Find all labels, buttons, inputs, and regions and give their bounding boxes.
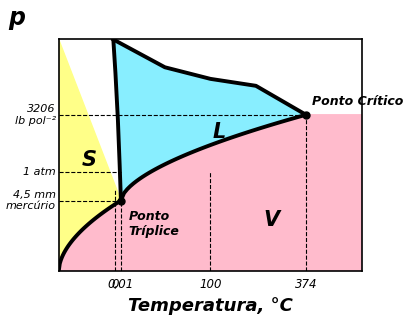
Text: 374: 374: [295, 278, 317, 291]
Polygon shape: [59, 40, 121, 271]
Text: L: L: [213, 122, 226, 142]
Text: S: S: [81, 150, 96, 170]
Text: 0,01: 0,01: [108, 278, 134, 291]
Text: Ponto Crítico: Ponto Crítico: [312, 95, 403, 108]
Text: 0: 0: [111, 278, 118, 291]
Text: p: p: [8, 6, 25, 30]
Polygon shape: [59, 115, 362, 271]
Text: Ponto
Tríplice: Ponto Tríplice: [129, 210, 179, 238]
Text: 4,5 mm
mercúrio: 4,5 mm mercúrio: [6, 190, 56, 211]
Text: Temperatura, °C: Temperatura, °C: [128, 297, 293, 315]
Text: 100: 100: [199, 278, 222, 291]
Text: 3206
lb pol⁻²: 3206 lb pol⁻²: [15, 104, 56, 126]
Polygon shape: [113, 40, 306, 201]
Text: 1 atm: 1 atm: [23, 166, 56, 176]
Text: V: V: [263, 210, 279, 230]
